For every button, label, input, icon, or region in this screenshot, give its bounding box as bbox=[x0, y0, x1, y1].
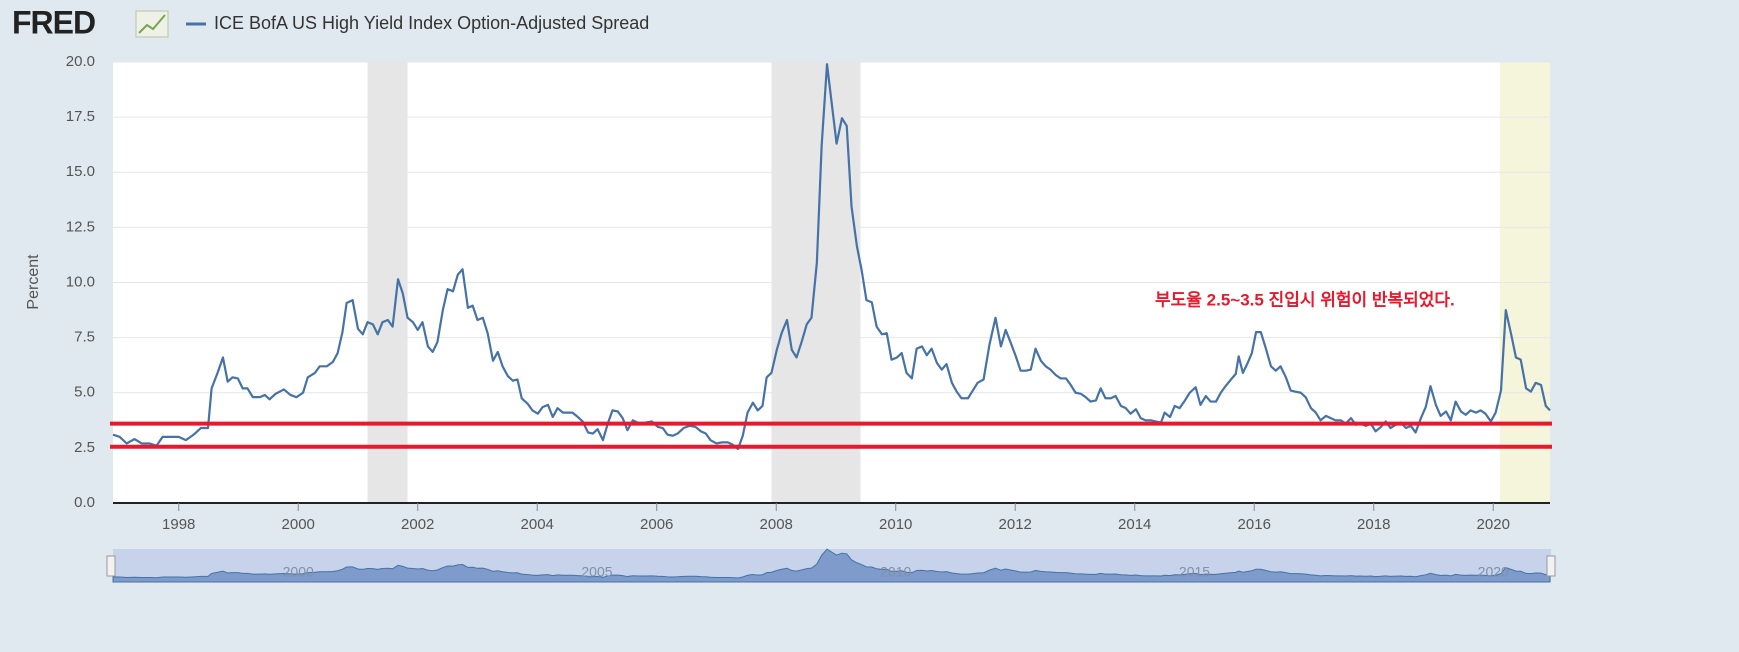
x-tick-label: 2006 bbox=[640, 516, 673, 533]
y-tick-label: 10.0 bbox=[66, 273, 95, 290]
x-tick-label: 2020 bbox=[1477, 516, 1510, 533]
logo: FRED bbox=[12, 4, 95, 40]
x-tick-label: 1998 bbox=[162, 516, 195, 533]
navigator-tick-label: 2020 bbox=[1478, 564, 1509, 580]
x-tick-label: 2012 bbox=[999, 516, 1032, 533]
x-tick-label: 2000 bbox=[282, 516, 315, 533]
x-tick-label: 2008 bbox=[760, 516, 793, 533]
navigator-tick-label: 2010 bbox=[880, 564, 911, 580]
y-tick-label: 12.5 bbox=[66, 218, 95, 235]
series-line bbox=[112, 63, 1551, 451]
navigator-handle bbox=[106, 555, 116, 577]
x-tick-label: 2002 bbox=[401, 516, 434, 533]
navigator-handle bbox=[1546, 555, 1556, 577]
y-axis-label: Percent bbox=[25, 254, 42, 310]
y-tick-label: 5.0 bbox=[74, 384, 95, 401]
navigator-series bbox=[112, 548, 1551, 583]
logo-icon bbox=[135, 10, 169, 38]
navigator-tick-label: 2015 bbox=[1179, 564, 1210, 580]
x-tick-label: 2010 bbox=[879, 516, 912, 533]
x-tick-label: 2016 bbox=[1238, 516, 1271, 533]
navigator-tick-label: 2005 bbox=[581, 564, 612, 580]
y-tick-label: 17.5 bbox=[66, 108, 95, 125]
x-tick-label: 2004 bbox=[521, 516, 554, 533]
legend-label: ICE BofA US High Yield Index Option-Adju… bbox=[214, 13, 649, 33]
y-tick-label: 20.0 bbox=[66, 53, 95, 70]
y-tick-label: 0.0 bbox=[74, 494, 95, 511]
x-tick-label: 2014 bbox=[1118, 516, 1151, 533]
navigator-tick-label: 2000 bbox=[283, 564, 314, 580]
annotation: 부도율 2.5~3.5 진입시 위험이 반복되었다. bbox=[1155, 289, 1455, 309]
y-tick-label: 15.0 bbox=[66, 163, 95, 180]
y-tick-label: 7.5 bbox=[74, 329, 95, 346]
y-tick-label: 2.5 bbox=[74, 439, 95, 456]
x-tick-label: 2018 bbox=[1357, 516, 1390, 533]
